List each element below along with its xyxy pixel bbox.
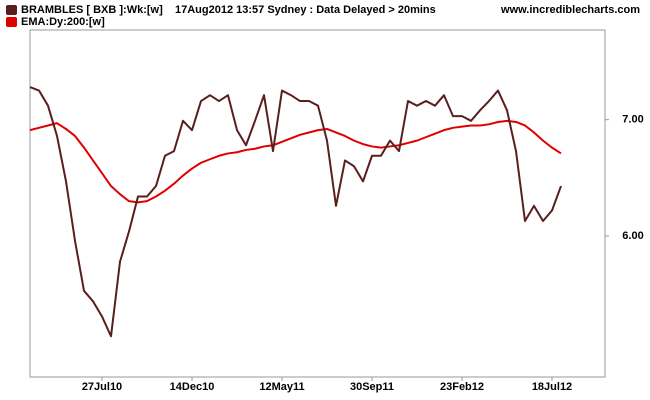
y-tick-label: 6.00 <box>622 230 643 242</box>
chart-source: www.incrediblecharts.com <box>500 4 640 16</box>
y-tick-label: 7.00 <box>622 114 643 126</box>
x-tick-label: 14Dec10 <box>170 381 215 393</box>
legend-label: EMA:Dy:200:[w] <box>21 16 105 28</box>
x-tick-label: 27Jul10 <box>82 381 122 393</box>
x-tick-label: 23Feb12 <box>440 381 484 393</box>
legend-swatch <box>6 17 17 27</box>
line-series <box>29 119 562 204</box>
line-series <box>29 86 562 338</box>
x-tick-label: 18Jul12 <box>532 381 572 393</box>
legend-swatch <box>6 5 17 15</box>
chart-info: 17Aug2012 13:57 Sydney : Data Delayed > … <box>175 4 436 16</box>
plot-frame <box>29 29 606 378</box>
legend-label: BRAMBLES [ BXB ]:Wk:[w] <box>21 4 163 16</box>
x-tick-label: 12May11 <box>259 381 304 393</box>
x-tick-label: 30Sep11 <box>350 381 394 393</box>
